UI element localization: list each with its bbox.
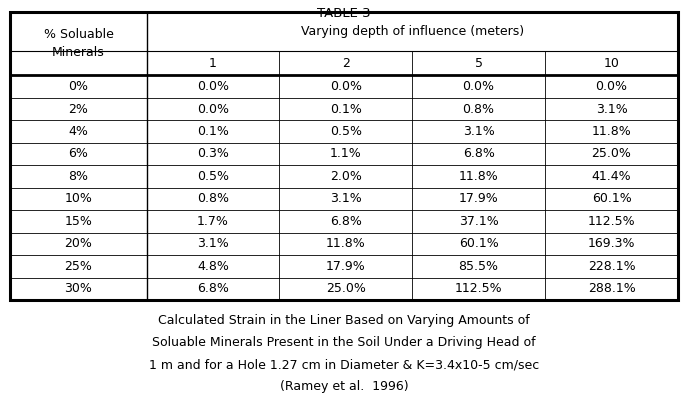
Text: 37.1%: 37.1% <box>459 215 499 228</box>
Text: 11.8%: 11.8% <box>326 237 365 250</box>
Text: 0.1%: 0.1% <box>197 125 229 138</box>
Text: Calculated Strain in the Liner Based on Varying Amounts of: Calculated Strain in the Liner Based on … <box>158 314 530 327</box>
Text: 3.1%: 3.1% <box>463 125 495 138</box>
Text: 3.1%: 3.1% <box>197 237 229 250</box>
Text: 60.1%: 60.1% <box>459 237 499 250</box>
Text: 0.0%: 0.0% <box>462 80 495 93</box>
Text: % Soluable
Minerals: % Soluable Minerals <box>43 28 114 59</box>
Text: 17.9%: 17.9% <box>326 260 365 273</box>
Text: 6.8%: 6.8% <box>462 148 495 161</box>
Text: 4.8%: 4.8% <box>197 260 229 273</box>
Text: (Ramey et al.  1996): (Ramey et al. 1996) <box>280 380 408 393</box>
Text: 2%: 2% <box>69 103 88 116</box>
Text: 8%: 8% <box>69 170 89 183</box>
Text: 0.0%: 0.0% <box>197 103 229 116</box>
Text: 0.8%: 0.8% <box>197 192 229 206</box>
Text: 5: 5 <box>475 57 482 70</box>
Text: 25.0%: 25.0% <box>325 282 365 295</box>
Text: Varying depth of influence (meters): Varying depth of influence (meters) <box>301 25 524 38</box>
Text: 112.5%: 112.5% <box>588 215 635 228</box>
Text: 15%: 15% <box>65 215 92 228</box>
Text: 2.0%: 2.0% <box>330 170 362 183</box>
Text: 112.5%: 112.5% <box>455 282 502 295</box>
Text: 0.8%: 0.8% <box>462 103 495 116</box>
Bar <box>10 12 678 300</box>
Text: 85.5%: 85.5% <box>459 260 499 273</box>
Text: 17.9%: 17.9% <box>459 192 499 206</box>
Text: TABLE 3: TABLE 3 <box>317 7 371 20</box>
Text: 288.1%: 288.1% <box>588 282 636 295</box>
Text: 25%: 25% <box>65 260 92 273</box>
Text: 0%: 0% <box>69 80 89 93</box>
Text: 25.0%: 25.0% <box>592 148 632 161</box>
Text: 11.8%: 11.8% <box>459 170 499 183</box>
Text: 20%: 20% <box>65 237 92 250</box>
Text: 6.8%: 6.8% <box>197 282 229 295</box>
Text: 1: 1 <box>209 57 217 70</box>
Text: 169.3%: 169.3% <box>588 237 635 250</box>
Text: 30%: 30% <box>65 282 92 295</box>
Text: 4%: 4% <box>69 125 88 138</box>
Text: 0.0%: 0.0% <box>330 80 362 93</box>
Text: 10: 10 <box>603 57 619 70</box>
Text: 6%: 6% <box>69 148 88 161</box>
Text: 0.5%: 0.5% <box>330 125 362 138</box>
Text: 0.3%: 0.3% <box>197 148 229 161</box>
Text: 1 m and for a Hole 1.27 cm in Diameter & K=3.4x10-5 cm/sec: 1 m and for a Hole 1.27 cm in Diameter &… <box>149 358 539 371</box>
Text: 0.0%: 0.0% <box>596 80 627 93</box>
Text: 0.1%: 0.1% <box>330 103 362 116</box>
Text: 6.8%: 6.8% <box>330 215 362 228</box>
Text: Soluable Minerals Present in the Soil Under a Driving Head of: Soluable Minerals Present in the Soil Un… <box>152 336 536 349</box>
Text: 0.0%: 0.0% <box>197 80 229 93</box>
Text: 1.7%: 1.7% <box>197 215 229 228</box>
Text: 3.1%: 3.1% <box>330 192 362 206</box>
Text: 11.8%: 11.8% <box>592 125 632 138</box>
Text: 2: 2 <box>342 57 350 70</box>
Text: 10%: 10% <box>65 192 92 206</box>
Text: 60.1%: 60.1% <box>592 192 632 206</box>
Text: 41.4%: 41.4% <box>592 170 632 183</box>
Text: 1.1%: 1.1% <box>330 148 362 161</box>
Text: 3.1%: 3.1% <box>596 103 627 116</box>
Text: 228.1%: 228.1% <box>588 260 635 273</box>
Text: 0.5%: 0.5% <box>197 170 229 183</box>
